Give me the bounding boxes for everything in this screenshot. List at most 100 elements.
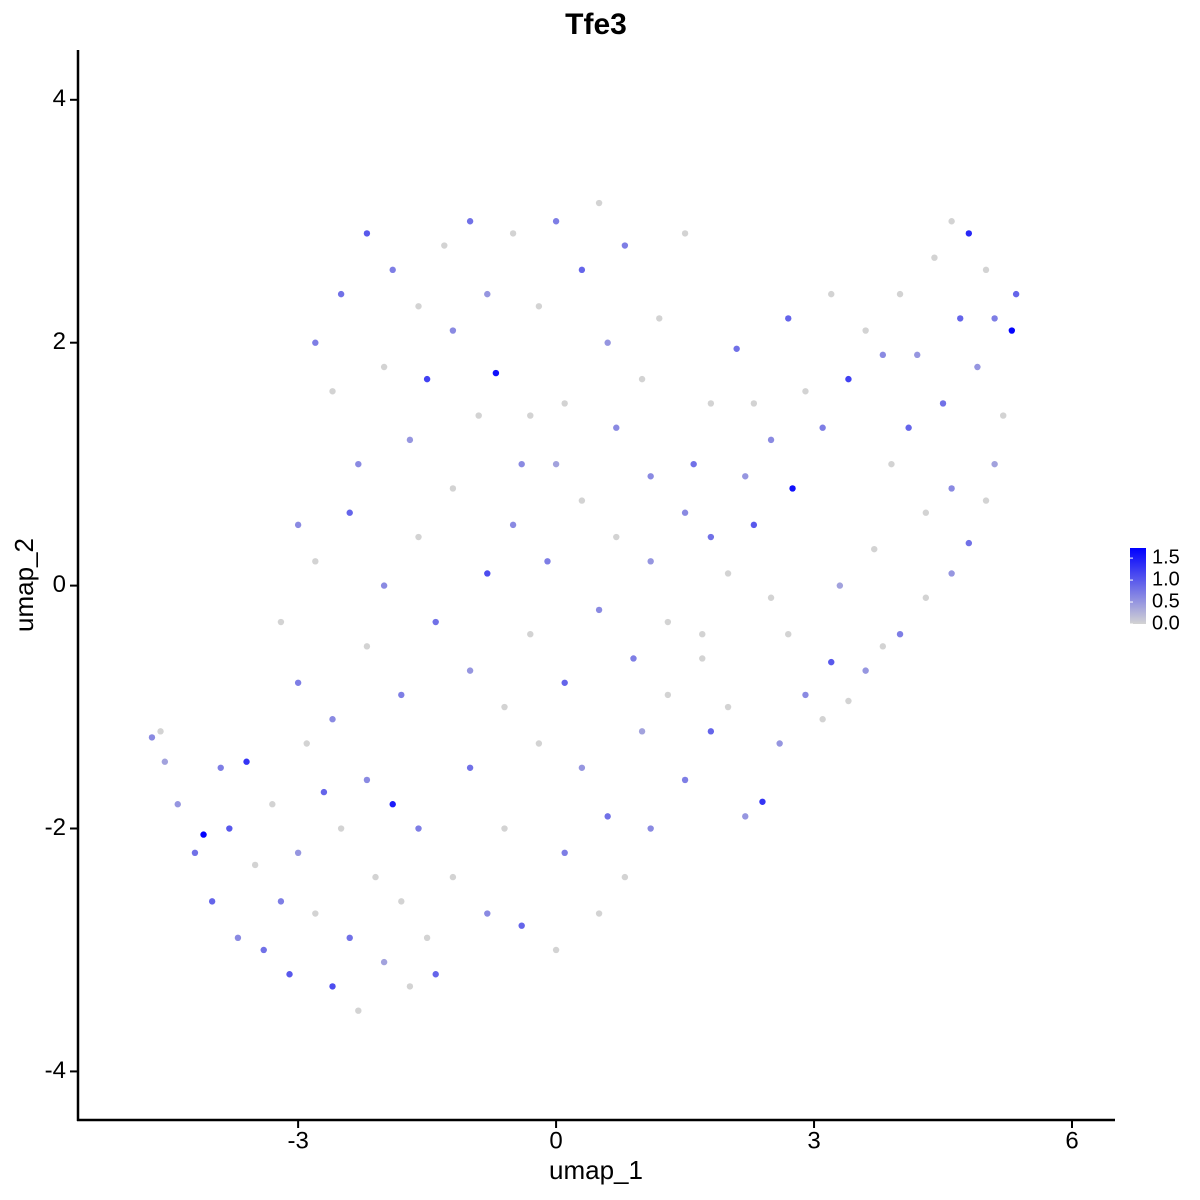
- point: [656, 315, 663, 322]
- point: [664, 691, 672, 699]
- point: [630, 655, 637, 662]
- point: [277, 898, 285, 905]
- point: [1008, 327, 1016, 334]
- point: [707, 533, 715, 541]
- point: [647, 473, 654, 480]
- y-tick-label: 0: [53, 571, 66, 598]
- point: [544, 558, 551, 565]
- point: [415, 303, 422, 310]
- point: [234, 934, 242, 942]
- point: [595, 199, 603, 207]
- point: [389, 801, 396, 808]
- point: [561, 400, 568, 407]
- point: [922, 594, 930, 601]
- point: [449, 327, 457, 334]
- point: [157, 728, 164, 735]
- point: [527, 630, 534, 638]
- y-tick-label: -2: [45, 814, 66, 841]
- point: [466, 764, 474, 771]
- point: [286, 971, 293, 978]
- point: [1000, 412, 1007, 419]
- point: [707, 728, 715, 735]
- point: [466, 218, 474, 225]
- point: [337, 825, 345, 832]
- point: [346, 509, 353, 516]
- x-tick-label: 3: [807, 1127, 820, 1154]
- point: [294, 849, 302, 857]
- point: [329, 716, 336, 723]
- point: [312, 339, 319, 346]
- point: [828, 290, 835, 298]
- point: [1012, 290, 1020, 298]
- y-tick-label: 4: [53, 85, 66, 112]
- point: [380, 958, 388, 966]
- point: [965, 539, 973, 547]
- point: [415, 825, 422, 832]
- point: [277, 618, 285, 626]
- point: [862, 667, 869, 674]
- point: [509, 230, 517, 237]
- point: [363, 643, 371, 650]
- point: [681, 509, 689, 516]
- point: [243, 758, 250, 765]
- point: [724, 703, 732, 711]
- point: [914, 351, 921, 359]
- point: [372, 873, 379, 881]
- point: [699, 630, 706, 638]
- point: [260, 946, 267, 954]
- point: [226, 825, 233, 832]
- point: [329, 388, 336, 395]
- point: [750, 400, 758, 407]
- point: [518, 460, 525, 468]
- point: [406, 436, 414, 444]
- point: [948, 485, 955, 492]
- point: [578, 266, 586, 274]
- y-tick-label: -4: [45, 1057, 66, 1084]
- point: [312, 910, 319, 917]
- point: [681, 230, 689, 237]
- point: [561, 679, 568, 686]
- point: [828, 658, 835, 666]
- point: [363, 776, 371, 784]
- point: [785, 315, 792, 322]
- point: [535, 303, 543, 310]
- point: [750, 521, 758, 529]
- point: [380, 363, 388, 371]
- point: [148, 734, 156, 741]
- x-axis-title: umap_1: [549, 1155, 643, 1185]
- point: [355, 460, 362, 468]
- point: [690, 460, 697, 468]
- color-bar-label: 1.0: [1152, 568, 1180, 590]
- point: [621, 242, 629, 249]
- point: [294, 521, 302, 529]
- point: [991, 460, 998, 468]
- point: [200, 831, 207, 838]
- point: [638, 375, 646, 383]
- point: [681, 776, 689, 784]
- point: [785, 630, 792, 638]
- point: [836, 582, 844, 589]
- point: [475, 412, 482, 419]
- point: [406, 983, 414, 990]
- point: [449, 485, 457, 492]
- point: [561, 849, 568, 857]
- point: [845, 375, 852, 383]
- point: [613, 533, 620, 541]
- point: [518, 922, 525, 929]
- point: [492, 369, 500, 377]
- point: [767, 594, 775, 601]
- point: [733, 345, 740, 352]
- point: [509, 521, 517, 529]
- point: [802, 388, 809, 395]
- color-bar: [1130, 548, 1146, 624]
- point: [484, 570, 491, 577]
- point: [613, 424, 620, 431]
- point: [647, 558, 654, 565]
- point: [595, 606, 603, 614]
- point: [965, 230, 973, 237]
- point: [303, 740, 310, 747]
- point: [312, 558, 319, 565]
- point: [896, 290, 904, 298]
- point: [991, 315, 998, 322]
- x-tick-label: 6: [1065, 1127, 1078, 1154]
